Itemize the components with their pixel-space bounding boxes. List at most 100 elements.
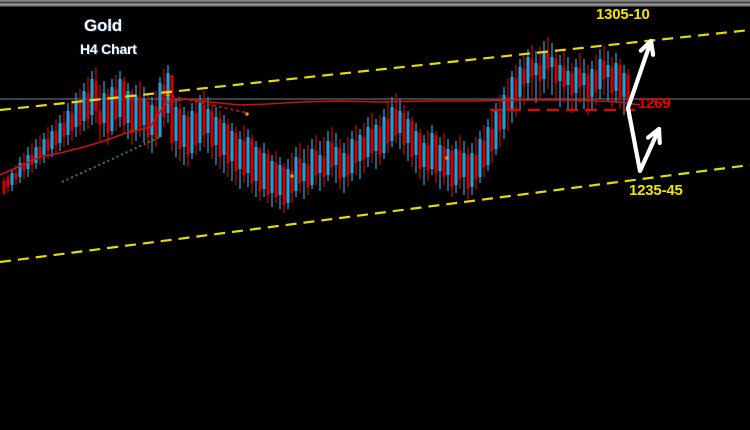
candle-body [34,147,38,163]
candle-body [330,143,334,167]
candle-body [154,107,158,139]
candle-body [470,153,474,187]
candle-body [466,155,470,189]
candle-body [586,75,590,99]
ascending-channel-lower [0,163,750,264]
descending-trendline [165,94,249,114]
candle-body [10,173,14,185]
candle-body [550,57,554,67]
candle-body [514,79,518,99]
pivot-marker [166,93,170,97]
candle-body [178,109,182,149]
candle-body [306,165,310,187]
candle-body [430,133,434,169]
candle-body [106,95,110,133]
window-titlebar-strip [0,0,750,7]
candle-body [622,73,626,97]
candle-body [54,131,58,145]
candle-body [530,59,534,77]
candle-body [474,155,478,179]
candle-body [582,73,586,85]
candle-body [478,139,482,177]
candle-body [422,143,426,167]
candle-body [118,79,122,117]
candle-body [370,129,374,153]
candle-body [302,163,306,181]
candle-body [386,119,390,143]
candle-body [206,109,210,133]
candle-body [214,117,218,145]
candle-body [122,81,126,125]
candle-body [298,159,302,183]
candle-body [362,137,366,159]
candle-body [538,65,542,81]
candle-body [90,79,94,115]
candle-body [446,149,450,175]
candle-body [494,111,498,149]
candle-body [546,53,550,69]
candle-body [394,109,398,135]
candle-body [462,153,466,177]
candle-body [454,149,458,185]
candle-body [566,71,570,85]
candle-body [450,151,454,187]
candle-body [158,83,162,137]
candle-body [282,167,286,205]
candle-body [590,69,594,97]
candle-body [498,113,502,131]
candle-body [558,65,562,81]
candle-body [234,133,238,171]
candle-body [602,61,606,79]
candle-body [266,155,270,195]
lower-target-label: 1235-45 [629,182,683,199]
candle-body [366,127,370,157]
candle-body [114,89,118,119]
candle-body [134,95,138,131]
candle-body [202,105,206,135]
candle-body [186,117,190,155]
projection-arrow [625,38,654,111]
candle-body [138,97,142,127]
candle-body [382,117,386,153]
overlay-layer [0,28,750,264]
candle-body [226,125,230,163]
candle-body [74,101,78,127]
candle-body [562,67,566,87]
candle-body [326,141,330,175]
candle-body [38,147,42,157]
candle-body [150,105,154,135]
candle-body [110,87,114,131]
candle-body [410,121,414,157]
candle-body [310,149,314,185]
candle-body [290,171,294,193]
candle-body [258,149,262,191]
candle-body [58,123,62,143]
candle-body [398,111,402,133]
candle-body [614,63,618,91]
candle-body [342,153,346,177]
candle-body [262,153,266,189]
candle-body [270,161,274,193]
candle-body [294,157,298,191]
candle-body [18,163,22,177]
candle-body [626,75,630,107]
candle-body [126,91,130,123]
candle-body [274,163,278,197]
price-chart-canvas[interactable] [0,7,750,430]
pivot-marker [445,156,449,160]
chart-background [0,7,750,430]
candle-layer [2,37,630,213]
candle-body [502,95,506,129]
projection-arrow [625,105,662,174]
candle-body [286,169,290,203]
candle-body [458,151,462,179]
candle-body [322,157,326,177]
pivot-marker [290,174,294,178]
candle-body [22,163,26,171]
candle-body [354,141,358,163]
candle-body [6,177,10,187]
candle-body [542,51,546,79]
candlestick-chart-svg[interactable] [0,7,750,430]
candle-body [570,73,574,95]
candle-body [554,59,558,83]
